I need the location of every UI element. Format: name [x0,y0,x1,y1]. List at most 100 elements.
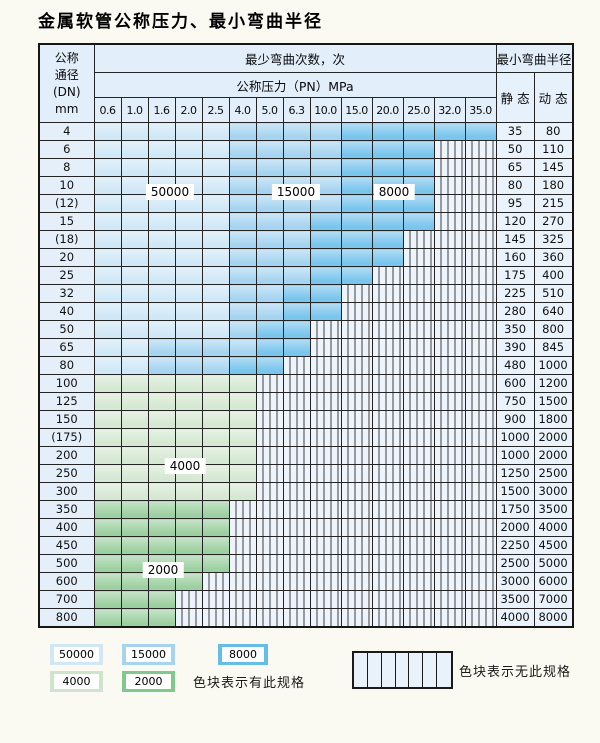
spec-cell [174,482,203,501]
no-spec-cell [464,194,497,213]
no-spec-cell [282,608,311,628]
dynamic-radius-value: 2500 [533,464,574,483]
spec-cell [282,158,311,177]
spec-cell [228,140,257,159]
dynamic-radius-value: 1500 [533,392,574,411]
dn-label: 200 [38,446,95,465]
spec-cell [340,266,373,285]
no-spec-cell [402,320,435,339]
cycle-count-label: 8000 [373,184,415,200]
no-spec-cell [282,374,311,393]
spec-cell [174,122,203,141]
no-spec-cell [255,518,284,537]
legend-available-blue: 50000 15000 8000 [50,644,268,665]
static-radius-value: 50 [495,140,535,159]
pressure-tick: 2.5 [201,97,230,123]
no-spec-cell [433,464,466,483]
spec-cell [120,392,149,411]
no-spec-cell [282,518,311,537]
static-radius-value: 2000 [495,518,535,537]
pressure-tick: 4.0 [228,97,257,123]
spec-cell [174,410,203,429]
pressure-tick: 20.0 [371,97,404,123]
no-spec-cell [464,446,497,465]
static-radius-value: 3500 [495,590,535,609]
no-spec-cell [255,572,284,591]
no-spec-cell [228,608,257,628]
no-spec-cell [255,374,284,393]
no-spec-cell [433,590,466,609]
no-spec-cell [402,554,435,573]
no-spec-cell [464,410,497,429]
spec-cell [371,122,404,141]
dynamic-radius-value: 1200 [533,374,574,393]
spec-cell [255,140,284,159]
no-spec-cell [402,464,435,483]
no-spec-cell [255,428,284,447]
no-spec-cell [464,374,497,393]
no-spec-cell [309,374,342,393]
static-radius-value: 750 [495,392,535,411]
spec-cell [340,140,373,159]
pressure-tick: 25.0 [402,97,435,123]
no-spec-cell [371,518,404,537]
spec-cell [93,320,122,339]
no-spec-cell [371,608,404,628]
no-spec-cell [255,482,284,501]
no-spec-cell [433,518,466,537]
spec-cell [228,356,257,375]
legend-available-text: 色块表示有此规格 [193,676,306,691]
spec-cell [174,536,203,555]
table-row: 450 2250 4500 [38,536,574,555]
no-spec-cell [309,428,342,447]
spec-cell [120,374,149,393]
no-spec-cell [282,590,311,609]
spec-cell [120,608,149,628]
no-spec-cell [371,284,404,303]
table-row: 700 3500 7000 [38,590,574,609]
dn-header-line: 通径 [54,67,79,82]
no-spec-cell [340,572,373,591]
table-row: 50 350 800 [38,320,574,339]
table-row: 25 175 400 [38,266,574,285]
legend-swatch-value: 8000 [222,647,264,662]
spec-cell [120,140,149,159]
no-spec-cell [433,608,466,628]
spec-cell [201,428,230,447]
spec-cell [93,230,122,249]
legend-no-spec-swatch [352,651,453,689]
static-radius-value: 280 [495,302,535,321]
no-spec-cell [282,482,311,501]
no-spec-cell [371,392,404,411]
no-spec-cell [464,572,497,591]
no-spec-cell [340,518,373,537]
spec-cell [309,230,342,249]
dn-label: 300 [38,482,95,501]
dynamic-radius-value: 2000 [533,428,574,447]
no-spec-cell [228,500,257,519]
no-spec-cell [464,140,497,159]
dynamic-radius-value: 640 [533,302,574,321]
spec-cell [147,140,176,159]
spec-cell [120,464,149,483]
no-spec-cell [340,464,373,483]
spec-cell [371,212,404,231]
no-spec-cell [228,572,257,591]
spec-cell [340,158,373,177]
no-spec-cell [340,428,373,447]
no-spec-cell [309,590,342,609]
spec-cell [228,302,257,321]
no-spec-cell [309,554,342,573]
dynamic-radius-value: 8000 [533,608,574,628]
dn-label: 700 [38,590,95,609]
dn-column-header: 公称 通径 (DN) mm [38,43,95,123]
no-spec-stripe-cell [423,653,438,687]
spec-cell [120,230,149,249]
no-spec-cell [340,500,373,519]
spec-cell [201,194,230,213]
no-spec-cell [282,464,311,483]
no-spec-cell [282,572,311,591]
spec-cell [228,338,257,357]
spec-cell [201,392,230,411]
static-radius-value: 350 [495,320,535,339]
